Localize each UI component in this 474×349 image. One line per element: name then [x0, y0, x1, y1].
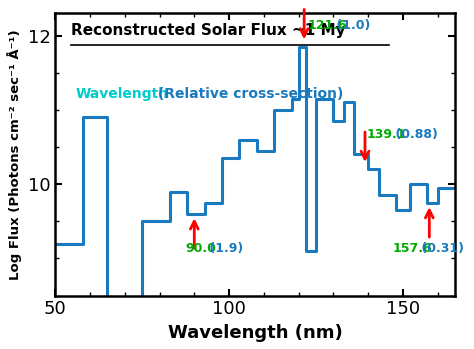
Text: (0.88): (0.88)	[391, 128, 438, 141]
Text: Wavelength: Wavelength	[75, 87, 168, 101]
Text: (0.31): (0.31)	[417, 242, 464, 255]
Text: 90.0: 90.0	[186, 242, 217, 255]
Y-axis label: Log Flux (Photons cm⁻² sec⁻¹ Å⁻¹): Log Flux (Photons cm⁻² sec⁻¹ Å⁻¹)	[7, 29, 22, 280]
X-axis label: Wavelength (nm): Wavelength (nm)	[168, 324, 343, 342]
Text: 157.6: 157.6	[392, 242, 432, 255]
Text: 121.6: 121.6	[307, 19, 347, 32]
Text: (1.9): (1.9)	[205, 242, 244, 255]
Text: 139.1: 139.1	[366, 128, 406, 141]
Text: (Relative cross-section): (Relative cross-section)	[153, 87, 344, 101]
Text: Reconstructed Solar Flux ~1 My: Reconstructed Solar Flux ~1 My	[71, 23, 346, 38]
Text: (1.0): (1.0)	[332, 19, 370, 32]
